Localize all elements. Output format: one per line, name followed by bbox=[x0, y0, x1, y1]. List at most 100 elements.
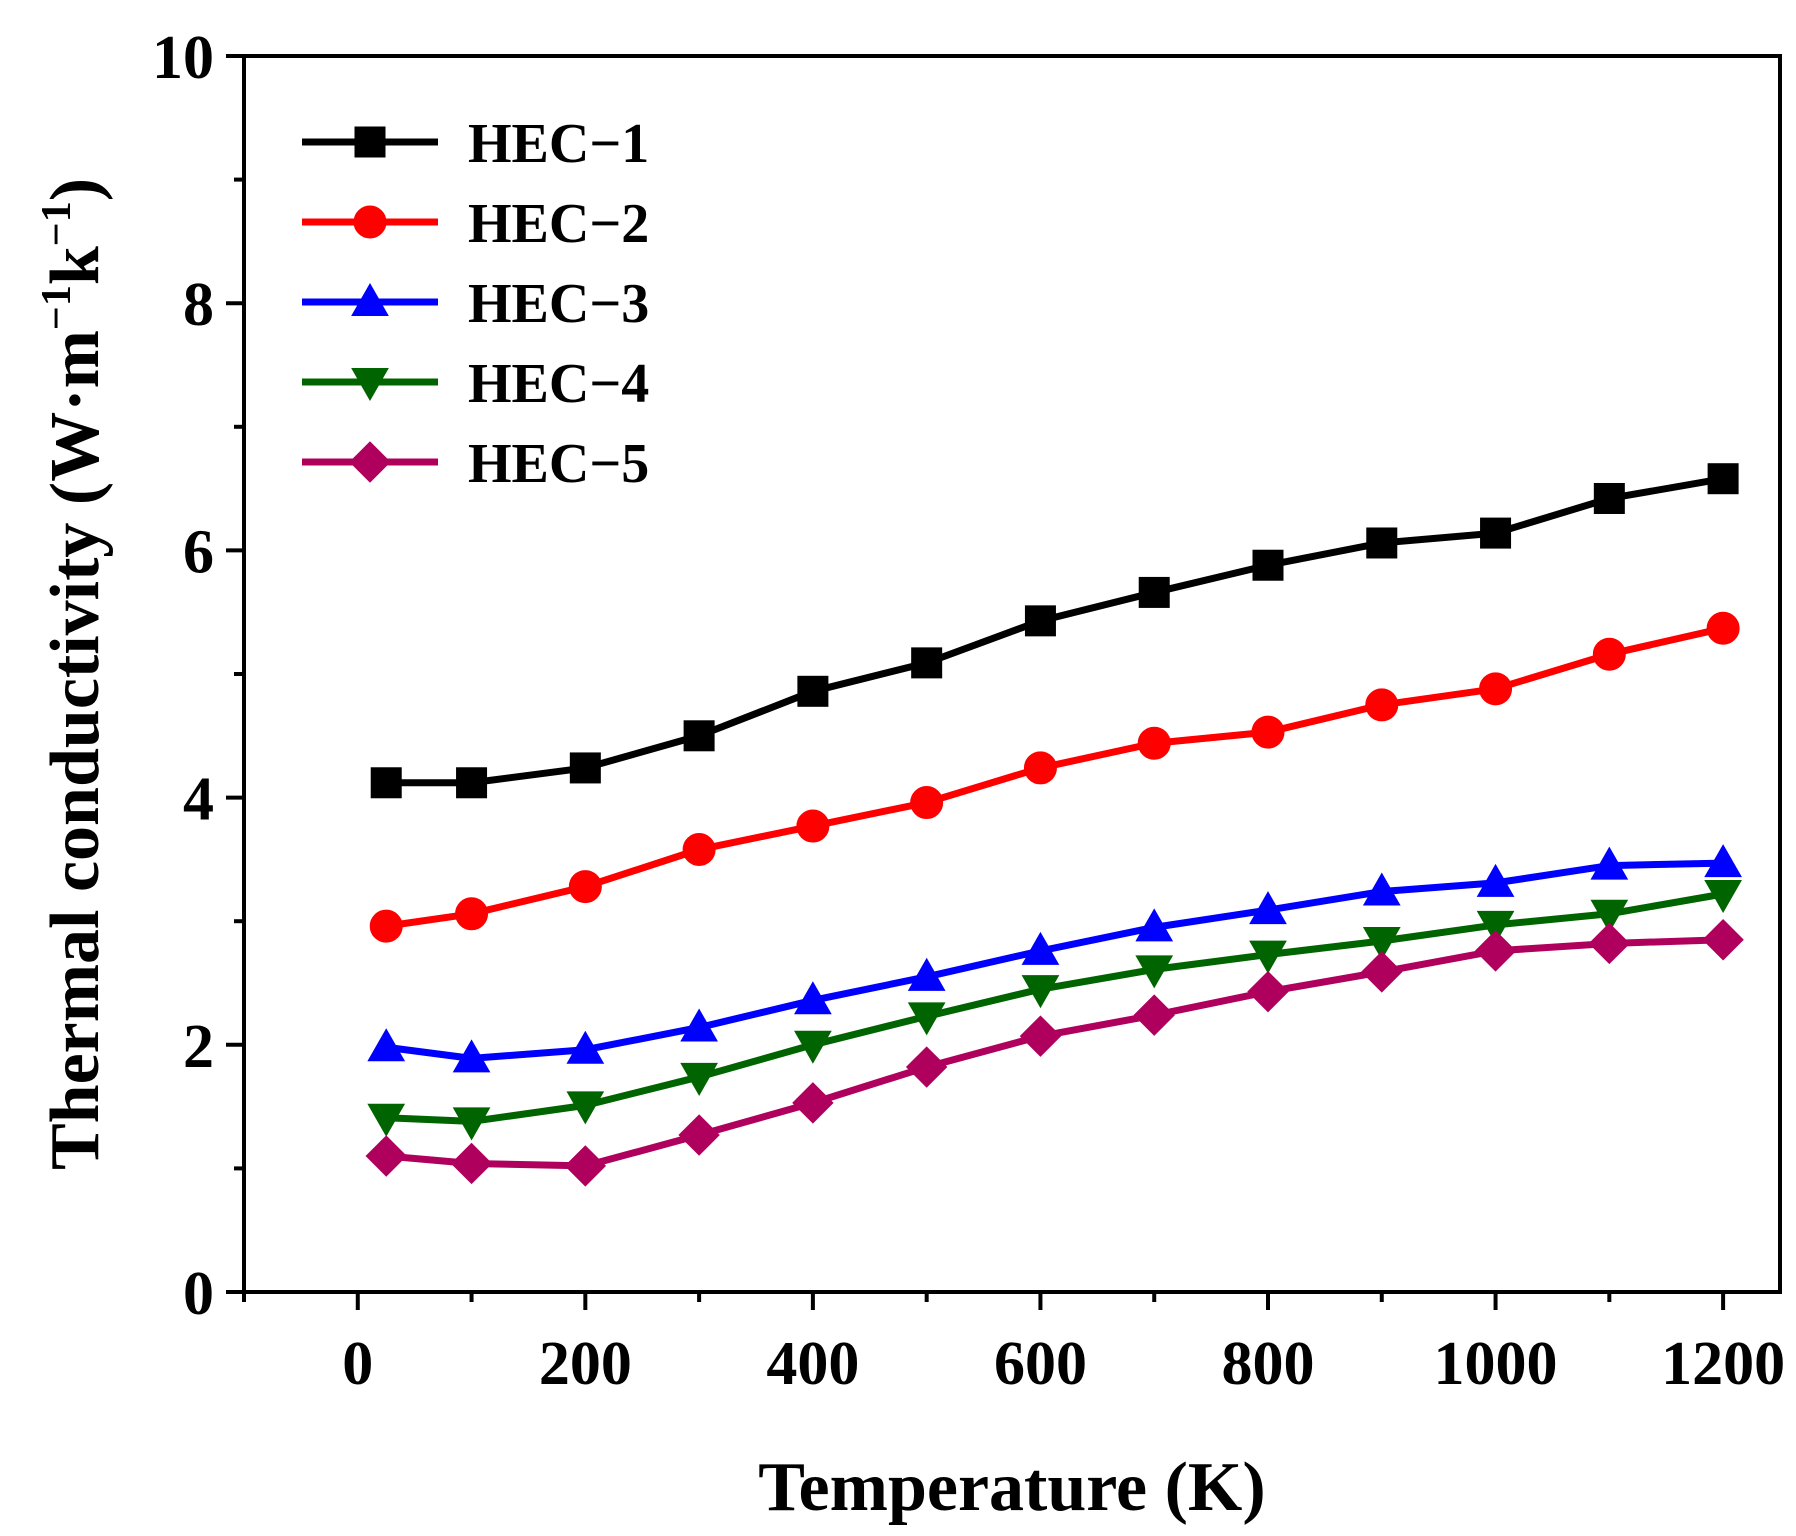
legend-item: HEC−4 bbox=[302, 353, 649, 415]
legend-label: HEC−3 bbox=[468, 273, 649, 335]
legend-marker bbox=[349, 441, 391, 483]
data-point bbox=[1365, 688, 1399, 722]
series-layer bbox=[365, 463, 1744, 1187]
data-point bbox=[1249, 940, 1287, 974]
y-axis-title-mid: k bbox=[37, 246, 114, 285]
x-tick-label: 400 bbox=[766, 1330, 859, 1398]
data-point bbox=[678, 1114, 720, 1156]
data-point bbox=[1479, 672, 1513, 706]
data-point bbox=[370, 767, 402, 799]
y-axis-title-exp1: −1 bbox=[34, 285, 80, 330]
y-tick-label: 6 bbox=[183, 518, 214, 586]
data-point bbox=[456, 767, 488, 799]
y-tick-label: 10 bbox=[152, 24, 214, 92]
data-point bbox=[796, 809, 830, 843]
data-point bbox=[797, 675, 829, 707]
data-point bbox=[450, 1142, 493, 1185]
y-tick-label: 8 bbox=[183, 271, 214, 339]
data-point bbox=[1704, 844, 1742, 878]
y-axis-title-main: Thermal conductivity (W·m bbox=[37, 330, 114, 1170]
x-tick-label: 1000 bbox=[1434, 1330, 1558, 1398]
data-point bbox=[569, 752, 601, 784]
data-point bbox=[1592, 637, 1626, 671]
legend-marker bbox=[351, 368, 389, 402]
y-tick-label: 0 bbox=[183, 1260, 214, 1328]
data-point bbox=[794, 981, 832, 1015]
data-point bbox=[1024, 605, 1056, 637]
data-point bbox=[1590, 846, 1629, 880]
data-point bbox=[1135, 955, 1174, 989]
data-point bbox=[564, 1145, 607, 1187]
data-point bbox=[1023, 751, 1057, 785]
data-point bbox=[680, 1008, 718, 1042]
data-point bbox=[365, 1135, 407, 1177]
data-point bbox=[367, 1103, 406, 1137]
series-2 bbox=[369, 611, 1740, 943]
x-tick-label: 600 bbox=[994, 1330, 1087, 1398]
data-point bbox=[1590, 899, 1629, 933]
legend-label: HEC−2 bbox=[468, 193, 649, 255]
legend-item: HEC−3 bbox=[302, 273, 649, 335]
series-1 bbox=[370, 463, 1739, 799]
data-point bbox=[1019, 1015, 1062, 1057]
data-point bbox=[1593, 482, 1625, 514]
legend-marker bbox=[351, 282, 389, 316]
y-axis-title-close: ) bbox=[37, 178, 114, 201]
legend-label: HEC−5 bbox=[468, 433, 649, 495]
data-point bbox=[1476, 863, 1515, 897]
data-point bbox=[568, 870, 602, 904]
data-point bbox=[682, 833, 716, 867]
x-tick-label: 0 bbox=[342, 1330, 373, 1398]
data-point bbox=[455, 897, 489, 931]
data-point bbox=[794, 1030, 832, 1064]
series-5 bbox=[365, 919, 1744, 1187]
data-point bbox=[1021, 931, 1060, 965]
data-point bbox=[907, 1002, 946, 1036]
data-point bbox=[1138, 576, 1170, 608]
data-point bbox=[1249, 891, 1287, 925]
y-axis-title: Thermal conductivity (W·m−1k−1) bbox=[34, 178, 114, 1170]
x-tick-label: 200 bbox=[539, 1330, 632, 1398]
data-point bbox=[367, 1028, 406, 1062]
data-point bbox=[911, 647, 943, 679]
data-point bbox=[1706, 611, 1740, 645]
data-point bbox=[566, 1030, 605, 1064]
x-axis-title: Temperature (K) bbox=[758, 1449, 1265, 1526]
data-point bbox=[1361, 951, 1403, 993]
data-point bbox=[1252, 549, 1284, 581]
legend-marker bbox=[353, 205, 387, 239]
data-point bbox=[910, 786, 944, 820]
data-point bbox=[1474, 930, 1517, 972]
data-point bbox=[1133, 994, 1175, 1036]
data-point bbox=[680, 1062, 718, 1096]
y-axis-title-exp2: −1 bbox=[34, 201, 80, 246]
data-point bbox=[792, 1082, 834, 1124]
data-point bbox=[1135, 908, 1174, 942]
legend-label: HEC−1 bbox=[468, 113, 649, 175]
legend: HEC−1 HEC−2 HEC−3 HEC−4 HEC−5 bbox=[302, 113, 649, 495]
y-tick-label: 4 bbox=[183, 766, 214, 834]
y-axis-ticks: 0 2 4 6 8 10 bbox=[152, 24, 244, 1328]
data-point bbox=[1588, 922, 1631, 965]
data-point bbox=[452, 1107, 491, 1141]
x-axis-ticks: 0 200 400 600 800 1000 1200 bbox=[242, 1292, 1785, 1398]
data-point bbox=[1366, 527, 1398, 559]
series-3 bbox=[367, 844, 1742, 1073]
data-point bbox=[1362, 872, 1401, 906]
data-point bbox=[452, 1039, 491, 1073]
legend-item: HEC−5 bbox=[302, 433, 649, 495]
data-point bbox=[1021, 975, 1060, 1009]
data-point bbox=[1251, 715, 1285, 749]
data-point bbox=[566, 1091, 605, 1125]
data-point bbox=[1137, 726, 1171, 760]
data-point bbox=[369, 909, 403, 943]
x-tick-label: 1200 bbox=[1661, 1330, 1785, 1398]
data-point bbox=[1480, 517, 1512, 549]
series-line bbox=[386, 890, 1724, 1125]
data-point bbox=[1707, 463, 1739, 495]
y-tick-label: 2 bbox=[183, 1013, 214, 1081]
data-point bbox=[1362, 926, 1401, 960]
data-point bbox=[1476, 910, 1515, 944]
data-point bbox=[905, 1046, 948, 1088]
